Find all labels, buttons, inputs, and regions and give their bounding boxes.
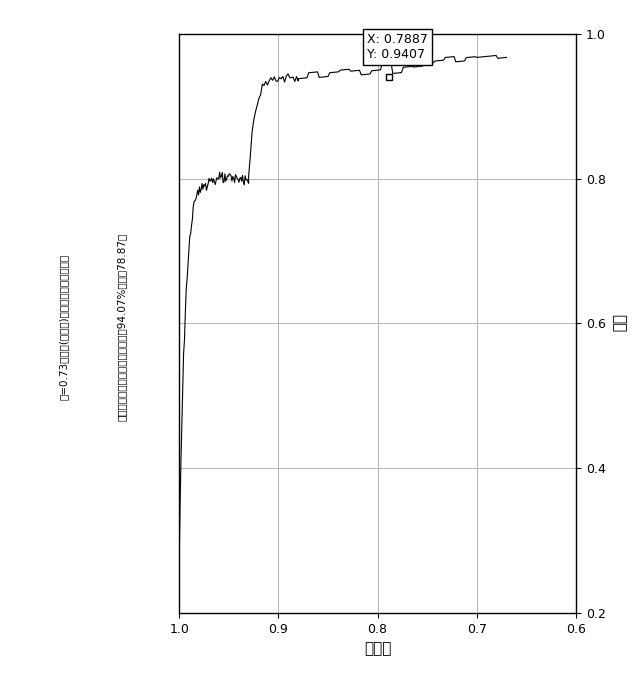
Text: X: 0.7887
Y: 0.9407: X: 0.7887 Y: 0.9407 bbox=[367, 33, 428, 61]
Text: 特異度と感度のプロット。特異度94.07%、感度78.87で: 特異度と感度のプロット。特異度94.07%、感度78.87で bbox=[116, 233, 127, 421]
Text: て=0.73という(表記の)最高精度が得られた。: て=0.73という(表記の)最高精度が得られた。 bbox=[59, 254, 69, 400]
Y-axis label: 感度: 感度 bbox=[612, 315, 627, 332]
X-axis label: 特異度: 特異度 bbox=[364, 642, 391, 656]
